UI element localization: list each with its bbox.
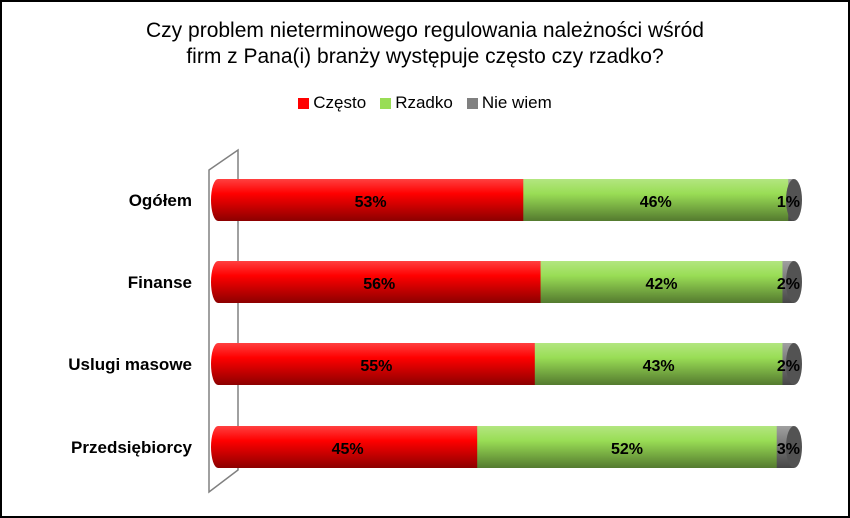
data-label: 46%	[640, 194, 672, 211]
data-label: 53%	[355, 194, 387, 211]
bar-segment	[218, 426, 479, 468]
legend-label-rzadko: Rzadko	[395, 93, 453, 112]
bar-right-cap	[786, 261, 802, 303]
legend-swatch-nie-wiem	[466, 97, 478, 109]
bar-segment	[523, 179, 790, 221]
data-label: 1%	[777, 194, 800, 211]
category-label: Przedsiębiorcy	[71, 438, 192, 457]
legend-swatch-rzadko	[380, 97, 392, 109]
bar-right-cap	[786, 179, 802, 221]
legend-item-rzadko: Rzadko	[380, 93, 453, 113]
bar-left-cap	[211, 261, 225, 303]
category-label: Finanse	[128, 273, 192, 292]
bar-segment	[218, 261, 542, 303]
category-label: Uslugi masowe	[68, 355, 192, 374]
bar-right-cap	[786, 426, 802, 468]
bar-segment	[218, 343, 536, 385]
bar-segment	[534, 343, 784, 385]
bar-left-cap	[211, 343, 225, 385]
bar-left-cap	[211, 426, 225, 468]
data-label: 45%	[332, 441, 364, 458]
bar-segment	[540, 261, 784, 303]
chart-back-wall	[208, 148, 239, 494]
chart-title-line-1: Czy problem nieterminowego regulowania n…	[146, 19, 704, 42]
bar-left-cap	[211, 179, 225, 221]
data-label: 43%	[643, 358, 675, 375]
data-label: 55%	[360, 358, 392, 375]
data-label: 2%	[777, 358, 800, 375]
legend-swatch-czesto	[298, 97, 310, 109]
legend-item-czesto: Często	[298, 93, 366, 113]
chart-legend: Często Rzadko Nie wiem	[2, 93, 848, 113]
legend-item-nie-wiem: Nie wiem	[466, 93, 552, 113]
bar-right-cap	[786, 343, 802, 385]
data-label: 2%	[777, 276, 800, 293]
bar-segment	[218, 179, 525, 221]
data-label: 3%	[777, 441, 800, 458]
data-label: 52%	[611, 441, 643, 458]
data-label: 42%	[646, 276, 678, 293]
chart-title: Czy problem nieterminowego regulowania n…	[2, 18, 848, 70]
data-label: 56%	[363, 276, 395, 293]
category-label: Ogółem	[129, 191, 192, 210]
chart-title-line-2: firm z Pana(i) branży występuje często c…	[186, 45, 664, 68]
bar-segment	[477, 426, 778, 468]
legend-label-nie-wiem: Nie wiem	[481, 93, 552, 112]
legend-label-czesto: Często	[313, 93, 367, 112]
